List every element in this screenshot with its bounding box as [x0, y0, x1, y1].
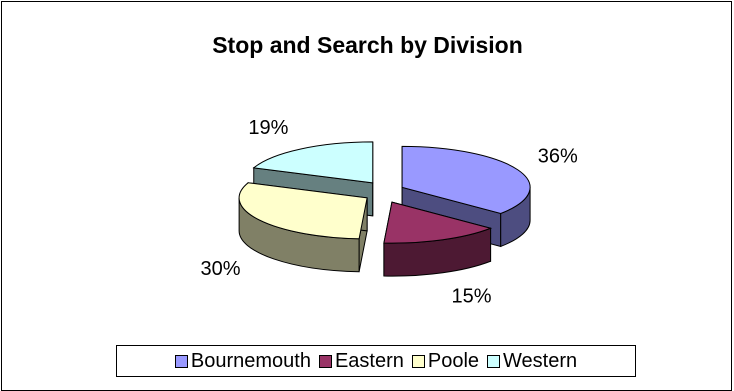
pie-slice-poole — [239, 183, 367, 272]
data-label-eastern: 15% — [452, 285, 492, 307]
legend-swatch-eastern — [319, 355, 332, 368]
legend-swatch-bournemouth — [175, 355, 188, 368]
legend-label-western: Western — [503, 350, 577, 373]
data-label-bournemouth: 36% — [538, 146, 578, 168]
legend-swatch-poole — [412, 355, 425, 368]
legend-swatch-western — [487, 355, 500, 368]
legend-label-poole: Poole — [428, 350, 479, 373]
data-label-western: 19% — [248, 117, 288, 139]
legend-item-poole: Poole — [412, 350, 479, 373]
legend: Bournemouth Eastern Poole Western — [116, 345, 636, 377]
pie-chart: 36% 15% 30% 19% — [2, 2, 733, 342]
legend-item-eastern: Eastern — [319, 350, 404, 373]
data-label-poole: 30% — [200, 258, 240, 280]
legend-item-bournemouth: Bournemouth — [175, 350, 311, 373]
legend-label-bournemouth: Bournemouth — [191, 350, 311, 373]
legend-label-eastern: Eastern — [335, 350, 404, 373]
legend-item-western: Western — [487, 350, 577, 373]
